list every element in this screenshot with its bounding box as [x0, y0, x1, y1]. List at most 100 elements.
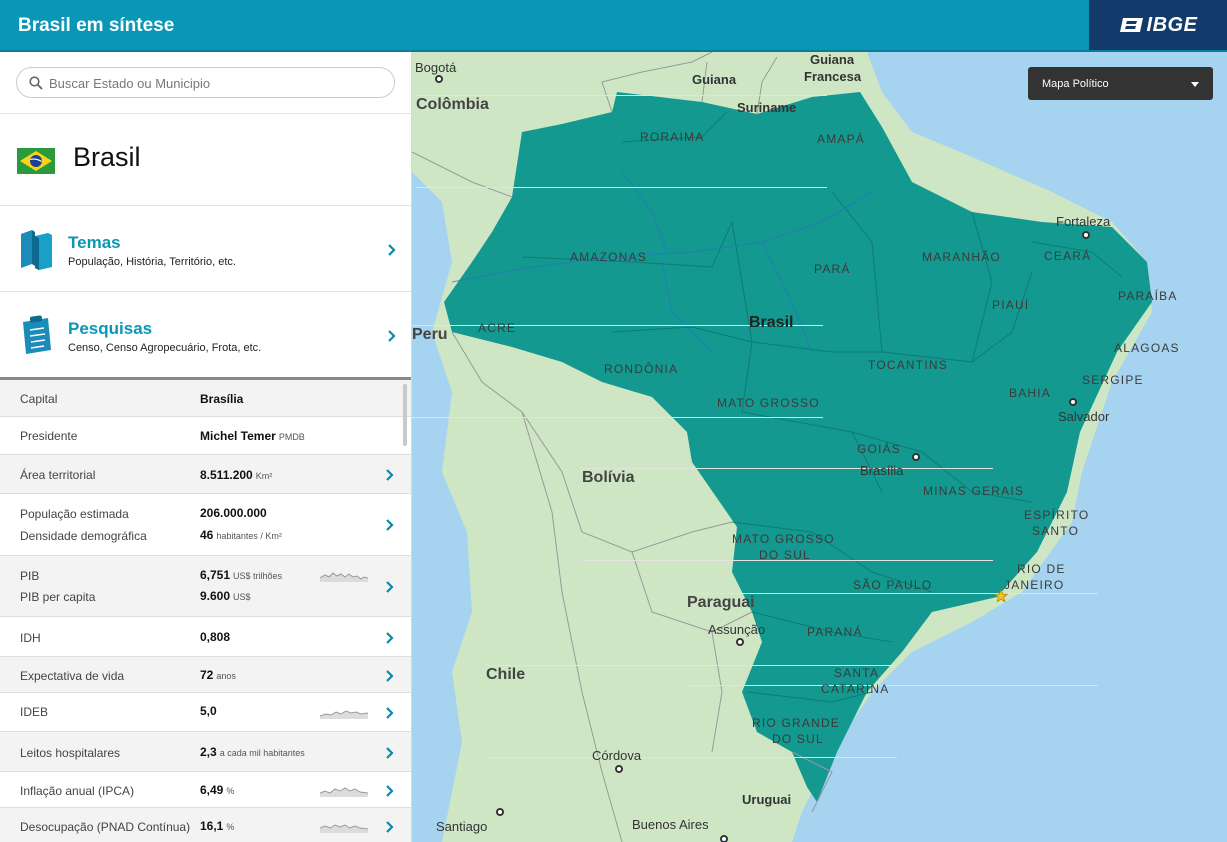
densidade-value: 46 [200, 528, 214, 542]
menu-temas-subtitle: População, História, Território, etc. [68, 256, 236, 268]
stat-row-desocupacao[interactable]: Desocupação (PNAD Contínua) 16,1% [0, 808, 411, 842]
brazil-flag-icon [17, 148, 55, 174]
search-input[interactable] [49, 72, 379, 94]
map-label-country: Paraguai [687, 593, 1098, 686]
map-label-state: CEARÁ [1044, 249, 1092, 263]
chevron-right-icon [386, 707, 394, 719]
desocupacao-unit: % [226, 822, 235, 832]
stat-label: Densidade demográfica [20, 529, 147, 543]
chevron-right-icon [386, 670, 394, 682]
stat-row-leitos[interactable]: Leitos hospitalares 2,3 a cada mil habita… [0, 732, 411, 772]
inflacao-unit: % [226, 786, 235, 796]
map-panel[interactable]: Mapa Político Colômbia Guiana Suriname G… [412, 52, 1227, 842]
map-label-city: Bogotá [415, 60, 457, 75]
star-icon[interactable] [994, 589, 1008, 603]
menu-pesquisas[interactable]: Pesquisas Censo, Censo Agropecuário, Fro… [0, 292, 411, 378]
chevron-right-icon [386, 581, 394, 593]
stat-value: 6,49% [200, 783, 234, 797]
stat-row-idh[interactable]: IDH 0,808 [0, 617, 411, 657]
ibge-logo-text: IBGE [1146, 13, 1198, 36]
stat-label: PIB [20, 569, 40, 583]
map-label-state: RIO DE [1017, 562, 1066, 576]
map-label-state: BAHIA [1009, 386, 1052, 400]
map-label-city: Brasília [860, 463, 904, 478]
chevron-down-icon [1191, 82, 1199, 87]
stat-row-inflacao[interactable]: Inflação anual (IPCA) 6,49% [0, 772, 411, 808]
stat-row-expectativa[interactable]: Expectativa de vida 72 anos [0, 657, 411, 693]
pib-value: 6,751 [200, 568, 231, 582]
map-label-state: AMAZONAS [570, 250, 647, 264]
area-value: 8.511.200 [200, 468, 253, 482]
books-icon [21, 230, 52, 270]
pib-capita-unit: US$ [233, 592, 251, 602]
map-label-country: Bolívia [582, 468, 993, 561]
map-label-state: MATO GROSSO [732, 532, 835, 546]
map-label-state: SANTO [1032, 524, 1080, 538]
stats-table: Capital Brasília Presidente Michel Temer… [0, 377, 411, 842]
map-label-state: MINAS GERAIS [923, 484, 1025, 498]
menu-temas[interactable]: Temas População, História, Território, e… [0, 206, 411, 292]
stat-row-pib[interactable]: PIB 6,751 US$ trilhões PIB per capita 9.6… [0, 556, 411, 617]
menu-pesquisas-subtitle: Censo, Censo Agropecuário, Frota, etc. [68, 342, 262, 354]
stat-row-area[interactable]: Área territorial 8.511.200 Km² [0, 455, 411, 494]
stat-row-ideb[interactable]: IDEB 5,0 [0, 693, 411, 732]
map-label-state: MATO GROSSO [717, 396, 820, 410]
map-label-state: CATARINA [821, 682, 890, 696]
city-marker[interactable] [1069, 398, 1077, 406]
chevron-right-icon [386, 821, 394, 833]
chevron-right-icon [386, 469, 394, 481]
stats-scrollbar[interactable] [403, 384, 407, 446]
map-label-country: Chile [486, 665, 897, 758]
president-party: PMDB [278, 432, 305, 442]
president-name: Michel Temer [200, 429, 276, 443]
chevron-right-icon [386, 747, 394, 759]
city-marker[interactable] [912, 453, 920, 461]
sidebar: Brasil Temas População, História, Territ… [0, 52, 412, 842]
map-label-state: PIAUÍ [992, 298, 1030, 312]
stat-label: Leitos hospitalares [20, 746, 121, 760]
map-label-country: Peru [412, 325, 823, 418]
city-marker[interactable] [615, 765, 623, 773]
sparkline-chart [320, 710, 368, 719]
map-label-state: SÃO PAULO [853, 578, 933, 592]
city-marker[interactable] [720, 835, 728, 842]
map-label-state: DO SUL [759, 548, 811, 562]
map-type-dropdown[interactable]: Mapa Político [1028, 67, 1213, 100]
brazil-region [444, 92, 1152, 802]
map-label-country: Francesa [804, 69, 862, 84]
map-label-state: SANTA [834, 666, 880, 680]
stat-value: 0,808 [200, 630, 231, 644]
country-header: Brasil [0, 113, 411, 206]
stat-value: 46 habitantes / Km² [200, 528, 282, 542]
map-label-country: Guiana [692, 72, 737, 87]
stat-label: Desocupação (PNAD Contínua) [20, 820, 191, 834]
map-canvas[interactable] [412, 52, 1227, 842]
map-label-city: Assunção [708, 622, 766, 637]
desocupacao-value: 16,1 [200, 819, 224, 833]
stat-row-populacao[interactable]: População estimada 206.000.000 Densidade… [0, 494, 411, 556]
map-label-city: Buenos Aires [632, 817, 709, 832]
city-marker[interactable] [1082, 231, 1090, 239]
stat-value: 8.511.200 Km² [200, 468, 272, 482]
ibge-logo[interactable]: IBGE [1089, 0, 1227, 50]
map-label-state: JANEIRO [1004, 578, 1065, 592]
map-label-state: RORAIMA [640, 130, 705, 144]
sparkline-chart [320, 572, 368, 582]
search-box[interactable] [16, 67, 395, 98]
map-label-state: PARAÍBA [1118, 289, 1178, 303]
city-marker[interactable] [496, 808, 504, 816]
map-label-state: RONDÔNIA [604, 362, 679, 376]
sparkline-chart [320, 824, 368, 833]
city-marker[interactable] [435, 75, 443, 83]
country-name: Brasil [73, 142, 141, 172]
city-marker[interactable] [736, 638, 744, 646]
sparkline-chart [320, 787, 368, 797]
pib-unit: US$ trilhões [233, 571, 283, 581]
stat-label: PIB per capita [20, 590, 96, 604]
map-label-state: SERGIPE [1082, 373, 1144, 387]
map-label-state: ACRE [478, 321, 517, 335]
stat-row-capital: Capital Brasília [0, 380, 411, 417]
leitos-unit: a cada mil habitantes [219, 748, 305, 758]
stat-label: Expectativa de vida [20, 669, 125, 683]
search-icon [29, 76, 43, 90]
